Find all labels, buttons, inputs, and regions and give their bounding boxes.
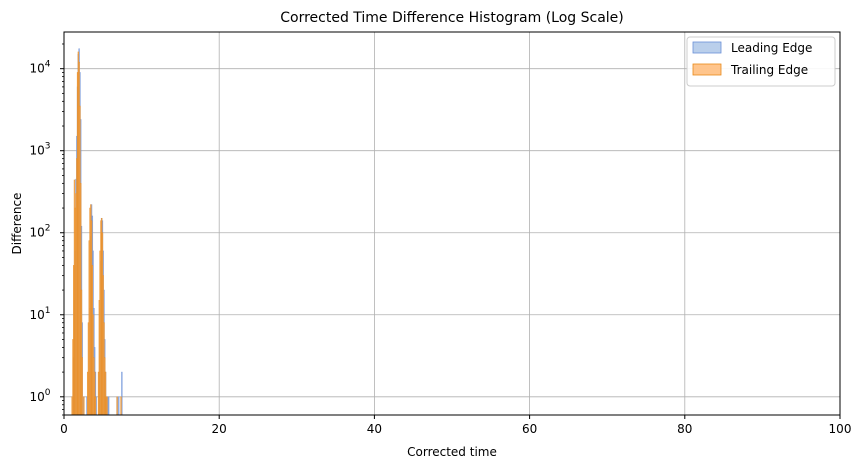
- y-axis-label: Difference: [10, 193, 24, 255]
- histogram-bar: [118, 396, 120, 415]
- histogram-bar: [80, 289, 83, 415]
- legend-box: [686, 36, 836, 87]
- x-tick-label: 0: [60, 422, 68, 436]
- histogram-bar: [120, 396, 122, 415]
- y-tick-label: 103: [29, 142, 50, 158]
- y-tick-label: 104: [29, 60, 50, 76]
- y-axis: 100 101 102 103 104: [29, 43, 64, 416]
- plot-frame: [63, 31, 841, 416]
- histogram-bar: [106, 396, 108, 415]
- legend-swatch: [692, 41, 722, 54]
- histogram-bar: [83, 396, 85, 415]
- chart-title: Corrected Time Difference Histogram (Log…: [280, 10, 624, 26]
- y-tick-label: 100: [29, 388, 50, 404]
- histogram-bar: [116, 396, 118, 415]
- series-trailing-edge-bars: [71, 51, 122, 415]
- x-tick-label: 60: [522, 422, 537, 436]
- plot-bars: [71, 48, 123, 415]
- legend-label: Trailing Edge: [730, 63, 808, 77]
- legend-swatch: [692, 63, 722, 76]
- x-tick-label: 100: [829, 422, 852, 436]
- legend: Leading Edge Trailing Edge: [686, 36, 836, 87]
- x-axis-label: Corrected time: [407, 445, 497, 459]
- y-tick-label: 102: [29, 224, 50, 240]
- legend-label: Leading Edge: [731, 41, 812, 55]
- histogram-bar: [81, 357, 83, 415]
- x-tick-label: 20: [212, 422, 227, 436]
- histogram-bar: [107, 396, 110, 415]
- histogram-bar: [94, 396, 97, 415]
- x-tick-label: 40: [367, 422, 382, 436]
- x-tick-label: 80: [677, 422, 692, 436]
- x-axis: 0 20 40 60 80 100: [60, 415, 851, 436]
- y-tick-label: 101: [29, 306, 50, 322]
